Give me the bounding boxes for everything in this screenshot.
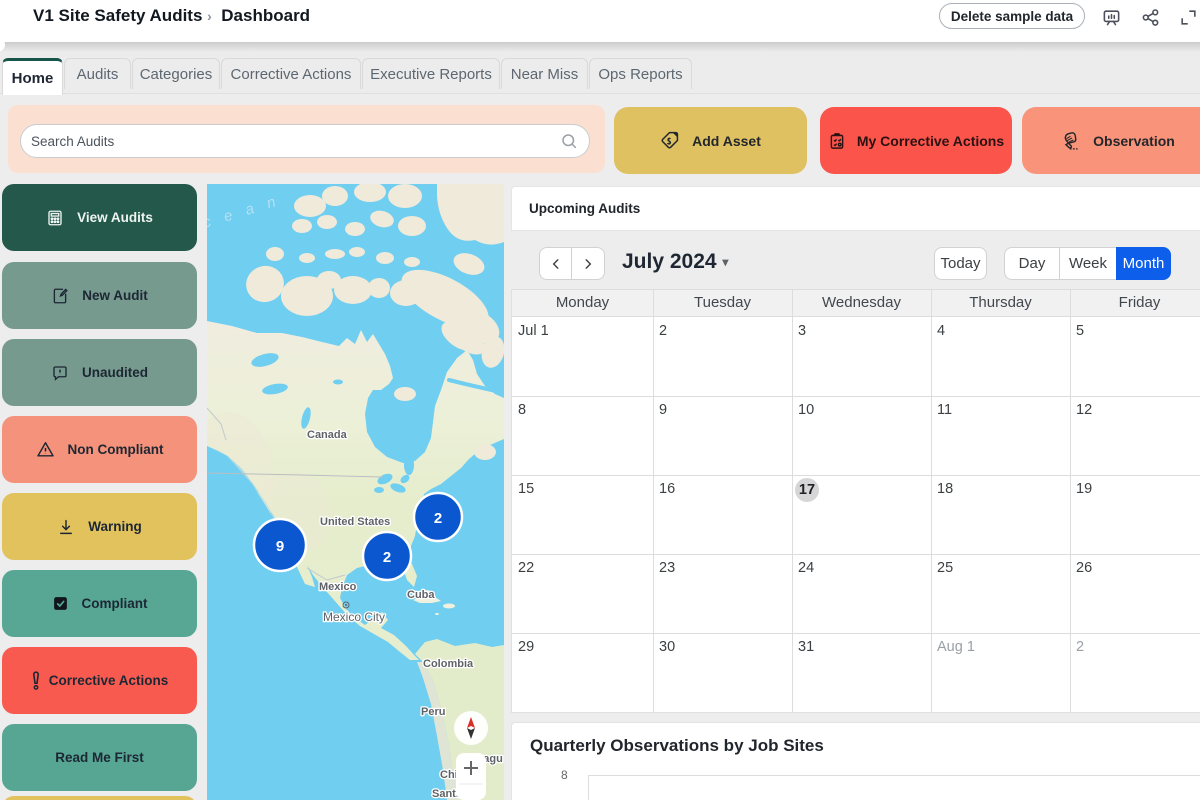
svg-text:Canada: Canada [307,429,348,441]
svg-text:Cuba: Cuba [407,589,435,601]
svg-text:Chi: Chi [440,769,458,781]
svg-text:Peru: Peru [421,706,445,718]
svg-text:Mexico City: Mexico City [323,610,385,624]
svg-text:Mexico: Mexico [319,581,357,593]
svg-text:2: 2 [434,510,442,527]
svg-text:9: 9 [276,538,284,555]
svg-text:Colombia: Colombia [423,658,474,670]
svg-text:United States: United States [320,516,390,528]
svg-text:2: 2 [383,549,391,566]
